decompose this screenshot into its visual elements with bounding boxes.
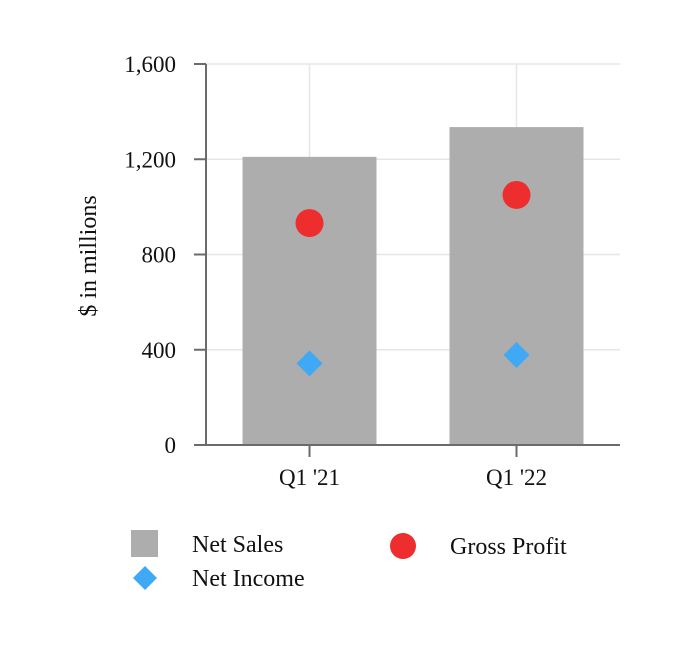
marker-gross-profit: [502, 180, 531, 209]
x-tick-label: Q1 '21: [279, 465, 340, 490]
y-tick-label: 1,600: [124, 52, 176, 77]
y-axis-title: $ in millions: [76, 195, 102, 316]
legend-item: Net Income: [133, 566, 305, 592]
bars: [242, 127, 584, 446]
legend-label: Gross Profit: [450, 534, 567, 560]
legend: Net Sales Gross Profit Net Income: [131, 530, 567, 592]
bar-net-sales: [449, 127, 584, 446]
y-tick-label: 1,200: [124, 147, 176, 172]
marker-gross-profit: [295, 209, 324, 238]
y-tick-label: 800: [142, 243, 177, 268]
marker-net-income: [296, 350, 323, 377]
legend-label: Net Sales: [192, 532, 283, 558]
legend-item: Net Sales: [131, 530, 283, 558]
legend-swatch-gross-profit: [390, 533, 416, 559]
bar-net-sales: [242, 156, 377, 445]
legend-item: Gross Profit: [390, 533, 567, 560]
marker-net-income: [503, 341, 530, 368]
axes: [194, 63, 620, 457]
legend-swatch-net-income: [133, 566, 157, 590]
y-tick-label: 400: [142, 338, 177, 363]
markers: [295, 180, 531, 377]
x-tick-label: Q1 '22: [486, 465, 547, 490]
legend-swatch-net-sales: [131, 530, 158, 557]
y-tick-label: 0: [165, 433, 177, 458]
tick-labels: 0 400 800 1,200 1,600 Q1 '21 Q1 '22: [124, 52, 547, 490]
legend-label: Net Income: [192, 566, 305, 592]
